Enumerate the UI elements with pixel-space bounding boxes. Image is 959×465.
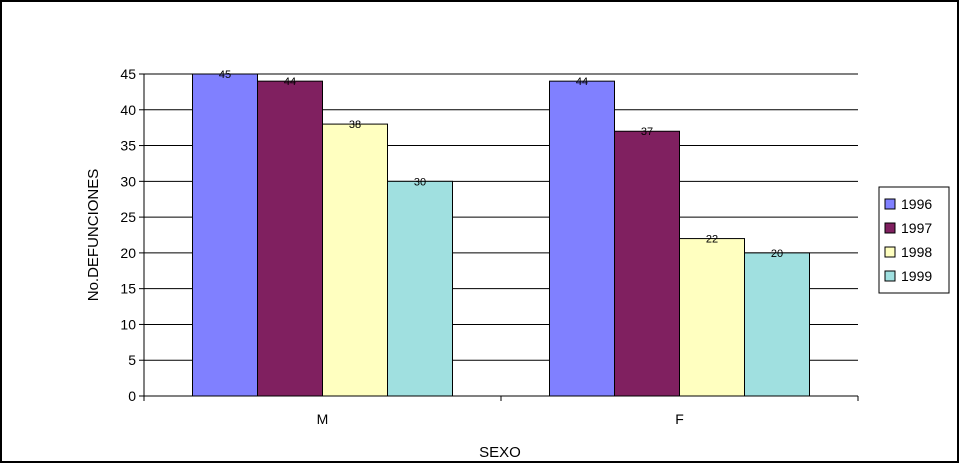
x-axis-title: SEXO [479,444,521,461]
legend-label-1998: 1998 [901,244,932,260]
legend-swatch-1999 [884,270,896,282]
data-label: 38 [349,119,361,131]
bar-1997-M [257,80,323,397]
y-axis-title: No.DEFUNCIONES [85,169,102,302]
x-tick-label: M [317,411,329,427]
y-tick-label: 35 [120,138,136,154]
data-label: 22 [706,234,718,246]
data-labels: 45 44 38 30 44 37 22 20 [219,69,783,260]
bar-1996-F [549,80,615,397]
y-tick-label: 25 [120,209,136,225]
data-label: 37 [641,126,653,138]
bar-1996-M [192,73,258,397]
y-tick-label: 10 [120,316,136,332]
y-tick-label: 15 [120,281,136,297]
legend-label-1996: 1996 [901,196,932,212]
data-label: 45 [219,69,231,81]
legend-swatch-1996 [884,198,896,210]
y-tick-label: 0 [128,388,136,404]
data-label: 20 [771,248,783,260]
y-tick-label: 20 [120,245,136,261]
x-tick-label: F [675,411,684,427]
bar-1998-M [322,123,388,397]
y-tick-label: 5 [128,352,136,368]
data-label: 30 [414,176,426,188]
legend-swatch-1998 [884,246,896,258]
data-label: 44 [576,76,588,88]
data-label: 44 [284,76,296,88]
bar-1999-M [387,180,453,397]
legend: 1996 1997 1998 1999 [878,186,950,294]
legend-label-1999: 1999 [901,268,932,284]
y-tick-label: 40 [120,102,136,118]
bars [192,73,810,397]
legend-label-1997: 1997 [901,220,932,236]
bar-1998-F [679,238,745,397]
legend-swatch-1997 [884,222,896,234]
bar-1999-F [744,252,810,397]
y-tick-label: 45 [120,66,136,82]
y-ticks: 0 5 10 15 20 25 30 35 40 45 [120,66,144,404]
bar-1997-F [614,130,680,397]
y-tick-label: 30 [120,173,136,189]
